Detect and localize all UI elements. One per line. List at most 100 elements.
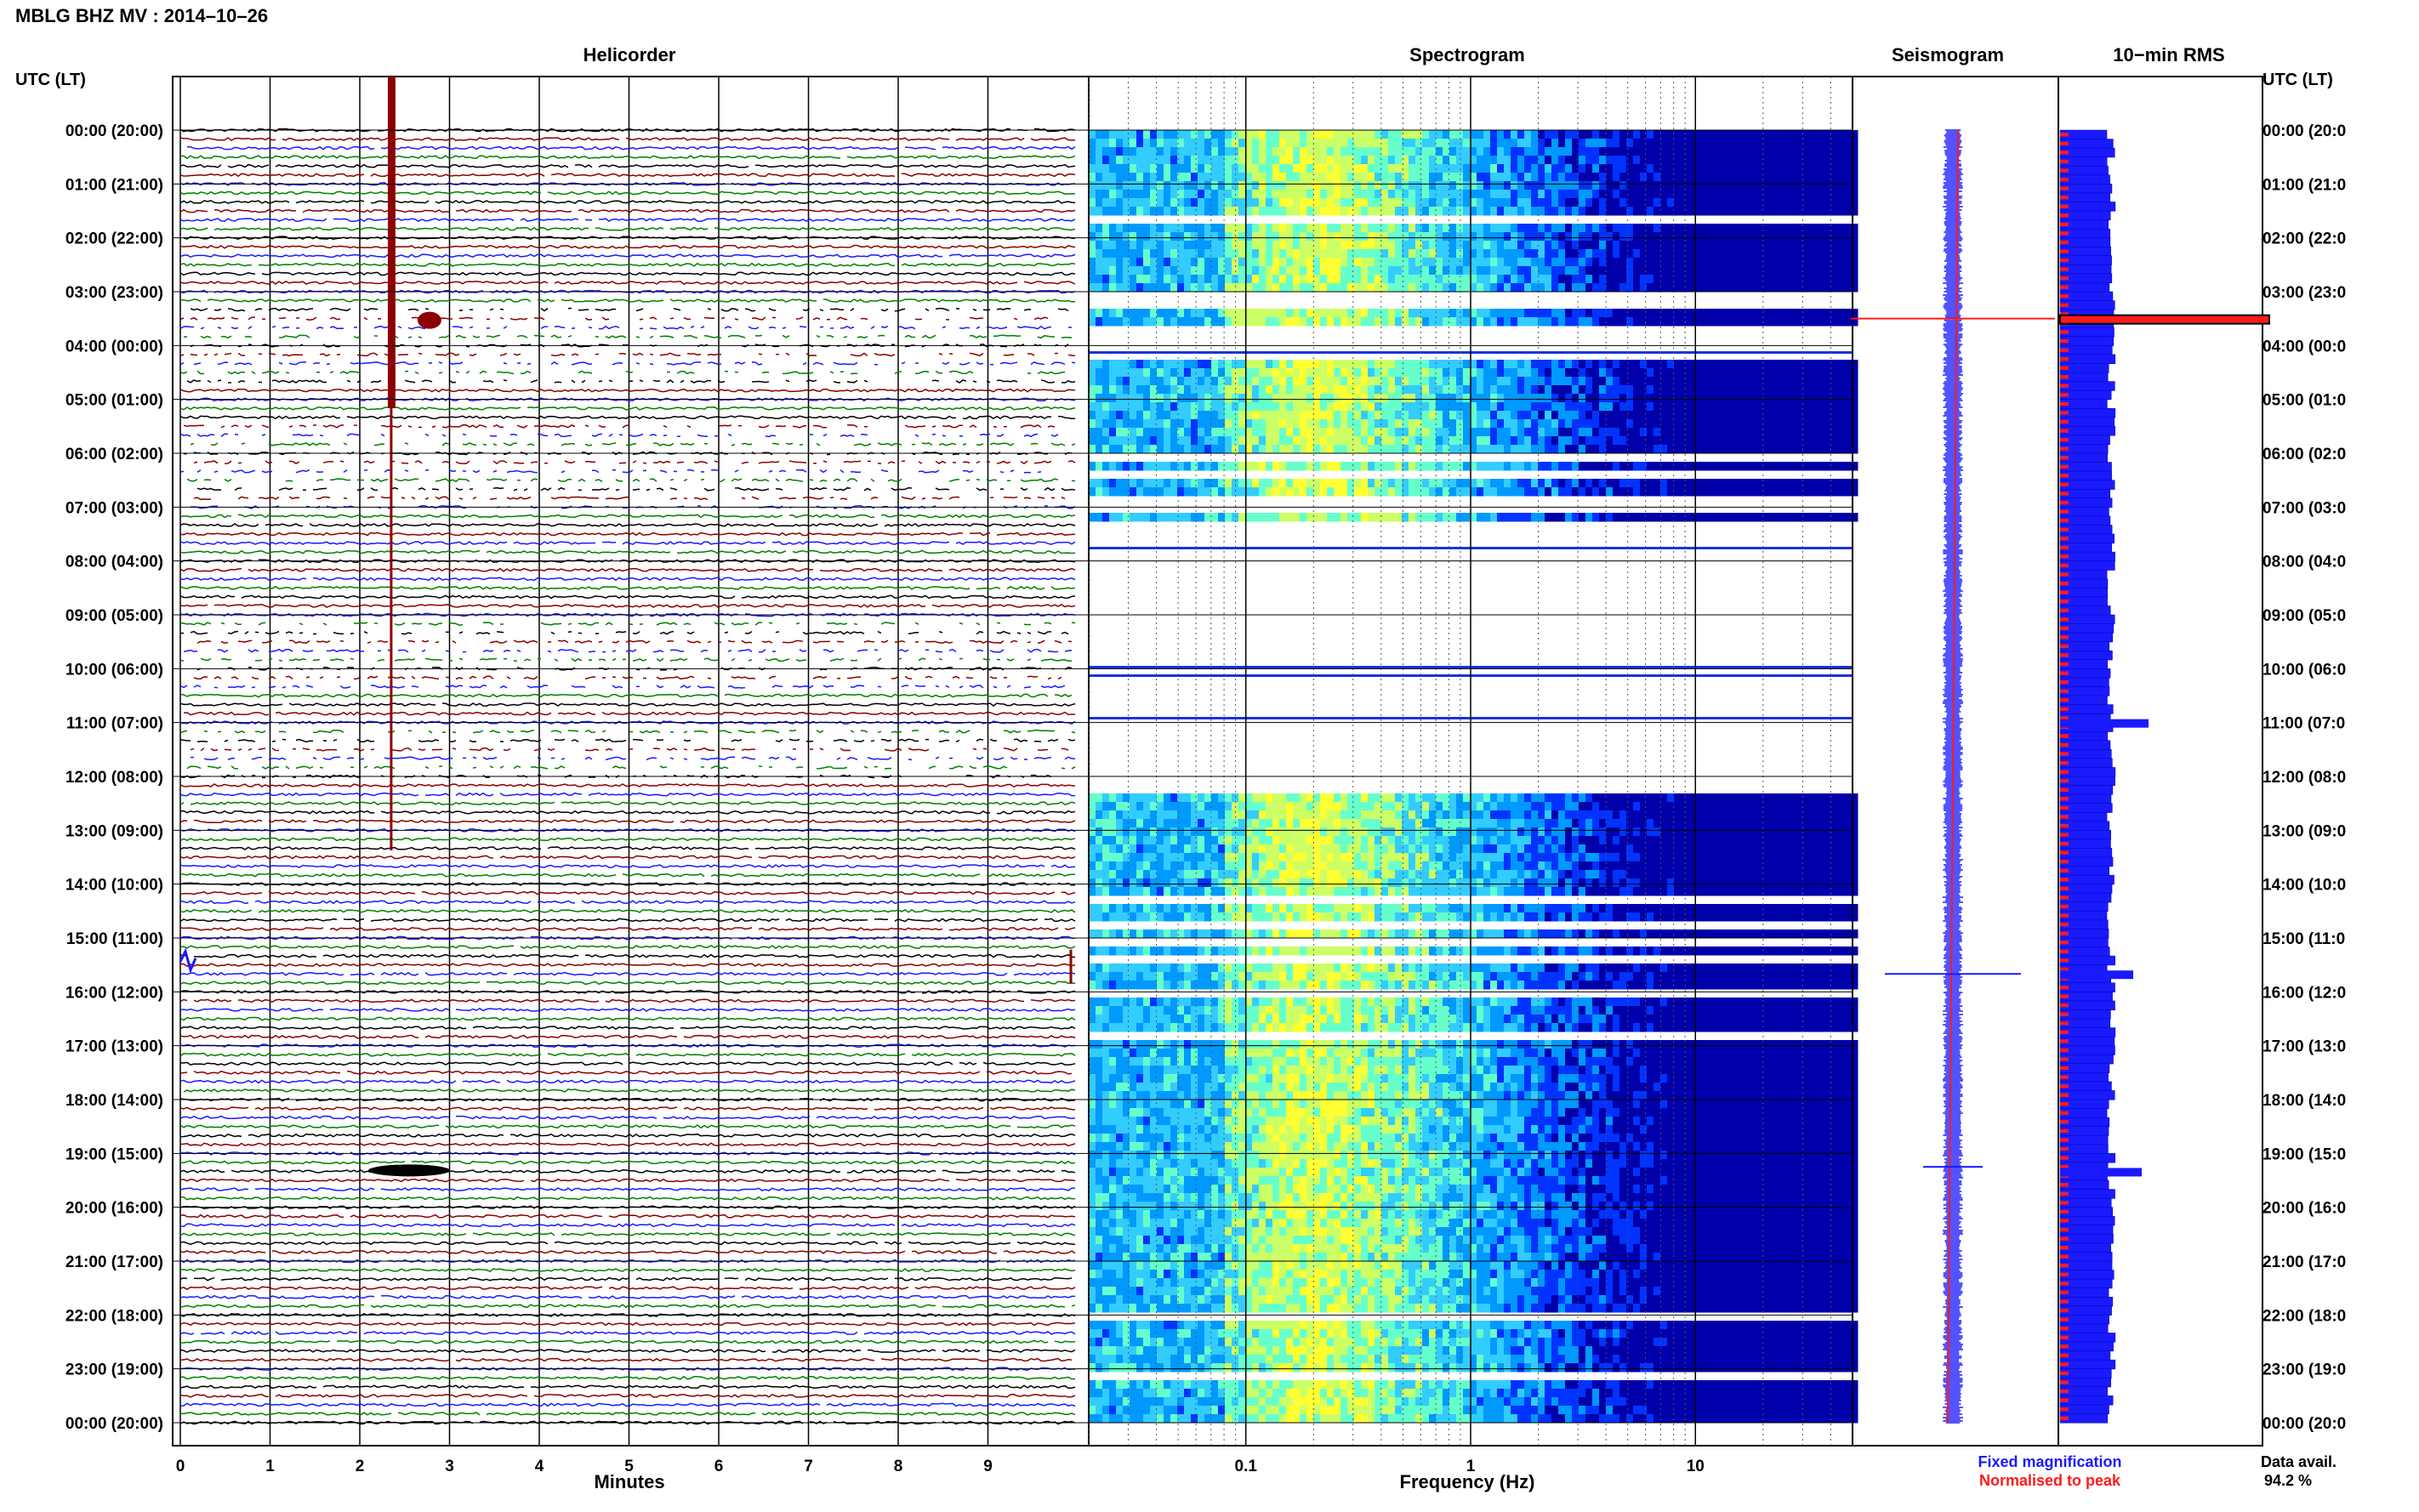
spectrogram-cell xyxy=(1354,164,1362,173)
spectrogram-cell xyxy=(1701,419,1709,429)
spectrogram-cell xyxy=(1538,385,1545,395)
spectrogram-cell xyxy=(1184,156,1192,165)
spectrogram-cell xyxy=(1232,793,1239,803)
spectrogram-cell xyxy=(1545,836,1552,845)
spectrogram-cell xyxy=(1109,249,1117,259)
spectrogram-cell xyxy=(1490,317,1498,327)
spectrogram-cell xyxy=(1579,198,1586,207)
spectrogram-cell xyxy=(1429,368,1437,378)
spectrogram-cell xyxy=(1198,513,1205,522)
spectrogram-cell xyxy=(1381,207,1389,216)
spectrogram-cell xyxy=(1313,139,1321,148)
spectrogram-cell xyxy=(1796,130,1804,139)
spectrogram-cell xyxy=(1429,487,1437,497)
spectrogram-cell xyxy=(1783,249,1790,259)
spectrogram-cell xyxy=(1504,827,1511,837)
spectrogram-cell xyxy=(1361,147,1369,156)
spectrogram-cell xyxy=(1579,275,1586,284)
spectrogram-cell xyxy=(1517,147,1525,156)
spectrogram-cell xyxy=(1585,232,1593,242)
spectrogram-cell xyxy=(1381,164,1389,173)
spectrogram-cell xyxy=(1722,241,1729,250)
spectrogram-cell xyxy=(1177,385,1185,395)
spectrogram-cell xyxy=(1579,836,1586,845)
spectrogram-cell xyxy=(1136,436,1144,446)
spectrogram-cell xyxy=(1361,360,1369,369)
spectrogram-cell xyxy=(1123,266,1130,276)
spectrogram-cell xyxy=(1164,190,1171,199)
spectrogram-cell xyxy=(1272,853,1280,862)
helicorder-trace xyxy=(179,1070,1073,1075)
spectrogram-cell xyxy=(1613,232,1620,242)
spectrogram-cell xyxy=(1449,377,1457,386)
spectrogram-cell xyxy=(1517,241,1525,250)
spectrogram-cell xyxy=(1667,283,1675,293)
spectrogram-cell xyxy=(1388,198,1396,207)
spectrogram-cell xyxy=(1517,402,1525,412)
spectrogram-cell xyxy=(1592,249,1600,259)
spectrogram-cell xyxy=(1653,241,1661,250)
spectrogram-cell xyxy=(1497,173,1505,182)
spectrogram-cell xyxy=(1538,810,1545,820)
spectrogram-cell xyxy=(1225,802,1232,811)
spectrogram-cell xyxy=(1238,853,1246,862)
spectrogram-cell xyxy=(1756,479,1763,488)
spectrogram-cell xyxy=(1368,810,1375,820)
spectrogram-cell xyxy=(1851,479,1858,488)
spectrogram-cell xyxy=(1259,190,1266,199)
spectrogram-cell xyxy=(1245,360,1253,369)
spectrogram-cell xyxy=(1790,309,1797,318)
spectrogram-cell xyxy=(1517,810,1525,820)
spectrogram-cell xyxy=(1320,394,1328,403)
spectrogram-cell xyxy=(1531,368,1539,378)
spectrogram-cell xyxy=(1177,793,1185,803)
spectrogram-cell xyxy=(1490,198,1498,207)
spectrogram-cell xyxy=(1286,394,1294,403)
spectrogram-cell xyxy=(1647,139,1654,148)
spectrogram-cell xyxy=(1803,283,1811,293)
spectrogram-cell xyxy=(1817,164,1824,173)
spectrogram-cell xyxy=(1715,368,1722,378)
spectrogram-cell xyxy=(1830,173,1838,182)
spectrogram-cell xyxy=(1102,224,1110,233)
spectrogram-cell xyxy=(1803,436,1811,446)
spectrogram-cell xyxy=(1354,190,1362,199)
spectrogram-cell xyxy=(1286,487,1294,497)
spectrogram-cell xyxy=(1089,190,1096,199)
spectrogram-cell xyxy=(1490,802,1498,811)
spectrogram-cell xyxy=(1211,844,1219,854)
spectrogram-cell xyxy=(1803,402,1811,412)
spectrogram-cell xyxy=(1579,411,1586,420)
spectrogram-cell xyxy=(1810,190,1818,199)
spectrogram-cell xyxy=(1613,394,1620,403)
spectrogram-cell xyxy=(1238,317,1246,327)
spectrogram-cell xyxy=(1585,394,1593,403)
spectrogram-cell xyxy=(1667,513,1675,522)
spectrogram-cell xyxy=(1776,258,1784,267)
spectrogram-cell xyxy=(1422,360,1430,369)
spectrogram-cell xyxy=(1102,836,1110,845)
spectrogram-cell xyxy=(1184,436,1192,446)
spectrogram-cell xyxy=(1660,462,1668,471)
spectrogram-cell xyxy=(1626,810,1634,820)
spectrogram-cell xyxy=(1660,394,1668,403)
spectrogram-cell xyxy=(1225,428,1232,437)
spectrogram-cell xyxy=(1334,479,1341,488)
spectrogram-cell xyxy=(1388,224,1396,233)
spectrogram-cell xyxy=(1688,793,1695,803)
spectrogram-cell xyxy=(1585,173,1593,182)
spectrogram-cell xyxy=(1585,283,1593,293)
spectrogram-cell xyxy=(1790,513,1797,522)
helicorder-trace xyxy=(179,729,1076,734)
spectrogram-cell xyxy=(1756,513,1763,522)
spectrogram-cell xyxy=(1613,224,1620,233)
spectrogram-cell xyxy=(1674,360,1682,369)
spectrogram-cell xyxy=(1572,173,1579,182)
spectrogram-cell xyxy=(1660,241,1668,250)
helicorder-trace xyxy=(183,648,1073,653)
spectrogram-cell xyxy=(1470,130,1477,139)
spectrogram-cell xyxy=(1531,241,1539,250)
spectrogram-cell xyxy=(1762,258,1770,267)
spectrogram-cell xyxy=(1381,283,1389,293)
spectrogram-cell xyxy=(1783,360,1790,369)
